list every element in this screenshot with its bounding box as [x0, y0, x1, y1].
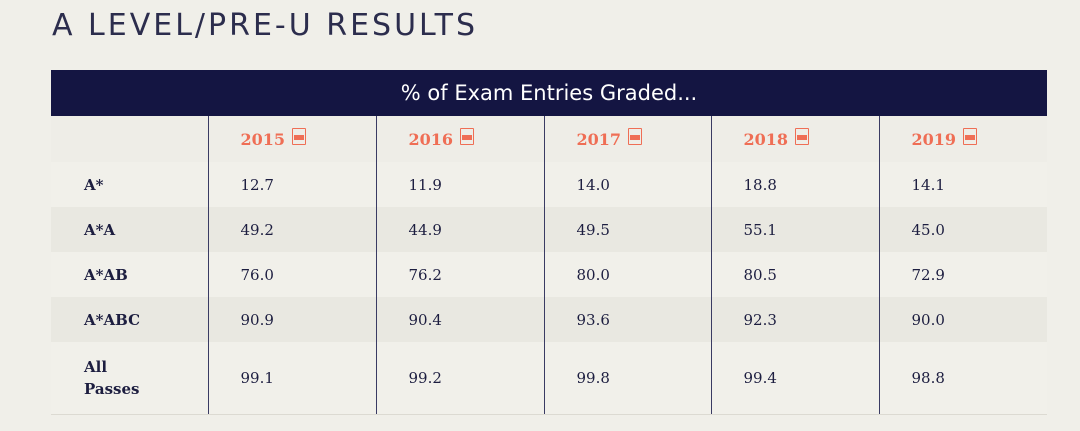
table-cell: 49.5 — [543, 207, 711, 252]
table-cell: 18.8 — [710, 162, 879, 207]
year-header-2016[interactable]: 2016 — [375, 116, 544, 162]
table-cell: 76.2 — [375, 252, 544, 297]
year-header-2018[interactable]: 2018 — [710, 116, 879, 162]
row-label: A*AB — [51, 252, 208, 297]
table-row: A*AB 76.0 76.2 80.0 80.5 72.9 — [51, 252, 1048, 297]
table-cell: 72.9 — [878, 252, 1048, 297]
row-label: A*A — [51, 207, 208, 252]
table-cell: 11.9 — [375, 162, 544, 207]
table-row: A* 12.7 11.9 14.0 18.8 14.1 — [51, 162, 1048, 207]
table-cell: 99.1 — [207, 342, 376, 415]
table-cell: 45.0 — [878, 207, 1048, 252]
row-label: A* — [51, 162, 208, 207]
table-cell: 92.3 — [710, 297, 879, 342]
table-cell: 12.7 — [207, 162, 376, 207]
table-cell: 44.9 — [375, 207, 544, 252]
page-title: A LEVEL/PRE-U RESULTS — [52, 8, 478, 43]
year-label[interactable]: 2018 — [743, 129, 789, 149]
row-label-header — [51, 116, 208, 162]
table-cell: 93.6 — [543, 297, 711, 342]
year-label[interactable]: 2017 — [576, 129, 622, 149]
pdf-file-icon[interactable] — [963, 127, 978, 145]
table-cell: 14.0 — [543, 162, 711, 207]
row-label-text: All Passes — [84, 357, 140, 398]
year-header-2015[interactable]: 2015 — [207, 116, 376, 162]
table-row: All Passes 99.1 99.2 99.8 99.4 98.8 — [51, 342, 1048, 415]
year-label[interactable]: 2019 — [911, 129, 957, 149]
table-cell: 99.2 — [375, 342, 544, 415]
table-cell: 99.4 — [710, 342, 879, 415]
table-row: A*ABC 90.9 90.4 93.6 92.3 90.0 — [51, 297, 1048, 342]
year-header-2017[interactable]: 2017 — [543, 116, 711, 162]
pdf-file-icon[interactable] — [292, 127, 307, 145]
table-cell: 98.8 — [878, 342, 1048, 415]
row-label: A*ABC — [51, 297, 208, 342]
table-row: A*A 49.2 44.9 49.5 55.1 45.0 — [51, 207, 1048, 252]
table-cell: 55.1 — [710, 207, 879, 252]
year-header-2019[interactable]: 2019 — [878, 116, 1048, 162]
row-label: All Passes — [51, 342, 208, 415]
table-cell: 14.1 — [878, 162, 1048, 207]
year-header-row: 2015 2016 2017 2018 2019 — [51, 116, 1048, 162]
year-label[interactable]: 2016 — [408, 129, 454, 149]
table-cell: 90.9 — [207, 297, 376, 342]
table-cell: 76.0 — [207, 252, 376, 297]
results-table: % of Exam Entries Graded... 2015 2016 20… — [51, 70, 1048, 415]
table-cell: 99.8 — [543, 342, 711, 415]
pdf-file-icon[interactable] — [460, 127, 475, 145]
pdf-file-icon[interactable] — [795, 127, 810, 145]
table-cell: 90.4 — [375, 297, 544, 342]
table-cell: 49.2 — [207, 207, 376, 252]
year-label[interactable]: 2015 — [240, 129, 286, 149]
table-caption: % of Exam Entries Graded... — [51, 70, 1048, 116]
table-cell: 80.0 — [543, 252, 711, 297]
table-cell: 80.5 — [710, 252, 879, 297]
pdf-file-icon[interactable] — [628, 127, 643, 145]
table-cell: 90.0 — [878, 297, 1048, 342]
